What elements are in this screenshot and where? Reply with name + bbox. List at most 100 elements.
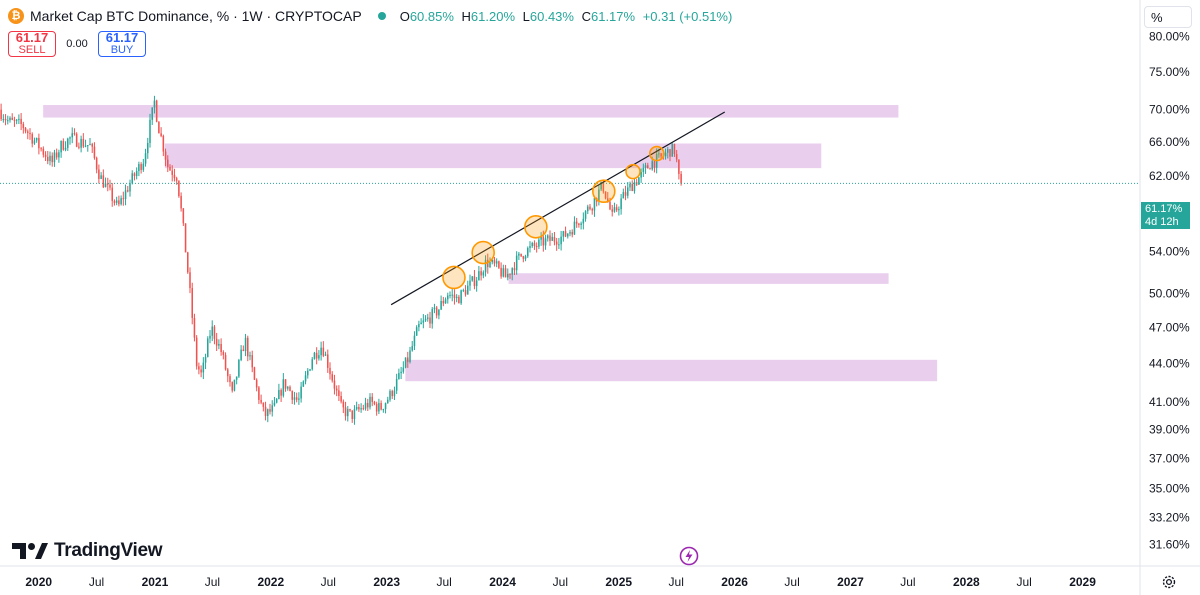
candle-body: [440, 300, 442, 310]
candle-body: [571, 231, 573, 235]
trade-panel: 61.17 SELL 0.00 61.17 BUY: [8, 31, 146, 57]
candle-body: [658, 153, 660, 155]
candle-body: [40, 148, 42, 150]
price-zone-rectangle[interactable]: [508, 273, 889, 284]
candle-body: [273, 402, 276, 406]
price-zone-rectangle[interactable]: [43, 105, 899, 118]
candle-body: [173, 174, 176, 179]
candle-body: [671, 143, 673, 157]
candle-body: [155, 100, 158, 122]
candle-body: [618, 209, 620, 211]
candle-body: [284, 379, 287, 389]
candle-body: [178, 180, 180, 196]
candle-body: [13, 119, 16, 121]
candle-body: [680, 173, 682, 184]
y-tick-label: 50.00%: [1149, 287, 1190, 301]
candle-body: [407, 357, 409, 362]
touch-markers: [442, 145, 665, 290]
buy-button[interactable]: 61.17 BUY: [98, 31, 146, 57]
candle-body: [673, 143, 676, 154]
candle-body: [502, 268, 505, 277]
gear-icon[interactable]: [1161, 574, 1177, 590]
trendline[interactable]: [390, 111, 726, 306]
low-label: L: [522, 8, 530, 24]
candle-body: [564, 231, 567, 237]
candle-body: [224, 354, 227, 370]
candle-body: [451, 294, 453, 296]
scale-toggle-button[interactable]: %: [1144, 6, 1192, 28]
candle-body: [660, 153, 662, 157]
candle-body: [104, 183, 107, 188]
symbol-title[interactable]: Market Cap BTC Dominance, % · 1W · CRYPT…: [30, 8, 362, 24]
candle-body: [409, 350, 411, 362]
touch-marker-circle[interactable]: [524, 215, 548, 239]
candle-body: [295, 397, 298, 400]
x-tick-label: 2022: [257, 575, 284, 589]
candle-body: [638, 177, 640, 185]
candle-body: [7, 120, 9, 122]
candle-body: [578, 223, 580, 225]
candle-body: [73, 133, 76, 135]
candle-body: [533, 242, 536, 246]
touch-marker-circle[interactable]: [471, 240, 495, 265]
candle-body: [315, 352, 318, 359]
candle-body: [331, 374, 333, 381]
candle-body: [175, 178, 178, 181]
last-price-tag: 61.17% 4d 12h: [1141, 202, 1190, 229]
candle-body: [422, 320, 425, 323]
touch-marker-circle[interactable]: [592, 179, 616, 204]
candle-body: [531, 242, 533, 247]
sell-button[interactable]: 61.17 SELL: [8, 31, 56, 57]
candle-body: [287, 386, 289, 389]
candle-body: [491, 259, 493, 263]
candle-body: [267, 409, 269, 416]
x-tick-label: Jul: [205, 575, 220, 589]
candle-body: [122, 198, 125, 200]
lightning-icon[interactable]: [679, 546, 699, 566]
candle-body: [471, 276, 473, 281]
price-zone-rectangle[interactable]: [405, 359, 938, 382]
candle-body: [227, 369, 229, 377]
candle-body: [89, 144, 91, 146]
touch-marker-circle[interactable]: [649, 145, 665, 162]
candle-body: [20, 118, 22, 125]
candle-body: [38, 137, 40, 149]
candle-body: [600, 182, 602, 190]
x-tick-label: 2028: [953, 575, 980, 589]
change-value: +0.31 (+0.51%): [642, 8, 733, 24]
candle-body: [169, 166, 171, 171]
price-zone-rectangle[interactable]: [164, 143, 822, 169]
candle-body: [111, 187, 113, 201]
x-tick-label: Jul: [900, 575, 915, 589]
candle-body: [271, 405, 273, 412]
candle-body: [33, 140, 36, 144]
candle-body: [402, 367, 405, 372]
candle-body: [324, 354, 327, 356]
candle-body: [551, 236, 553, 241]
candle-body: [300, 386, 302, 399]
candle-body: [80, 138, 82, 148]
candle-body: [453, 294, 456, 299]
touch-marker-circle[interactable]: [625, 163, 641, 180]
touch-marker-circle[interactable]: [442, 265, 466, 290]
candle-body: [160, 133, 162, 136]
candle-body: [215, 338, 218, 346]
candle-body: [513, 268, 516, 271]
candle-body: [195, 337, 198, 367]
candle-body: [360, 408, 362, 410]
y-tick-label: 47.00%: [1149, 320, 1190, 334]
candle-body: [282, 379, 285, 396]
candle-body: [4, 119, 7, 121]
candle-body: [258, 387, 260, 400]
tradingview-logo[interactable]: TradingView: [12, 540, 163, 562]
candle-body: [462, 290, 465, 292]
candle-body: [78, 146, 80, 148]
candle-body: [71, 133, 73, 138]
candle-body: [338, 390, 340, 396]
x-tick-label: 2025: [605, 575, 632, 589]
candle-body: [538, 239, 540, 247]
candle-body: [540, 236, 542, 240]
candle-body: [607, 198, 609, 202]
candle-body: [344, 407, 347, 417]
